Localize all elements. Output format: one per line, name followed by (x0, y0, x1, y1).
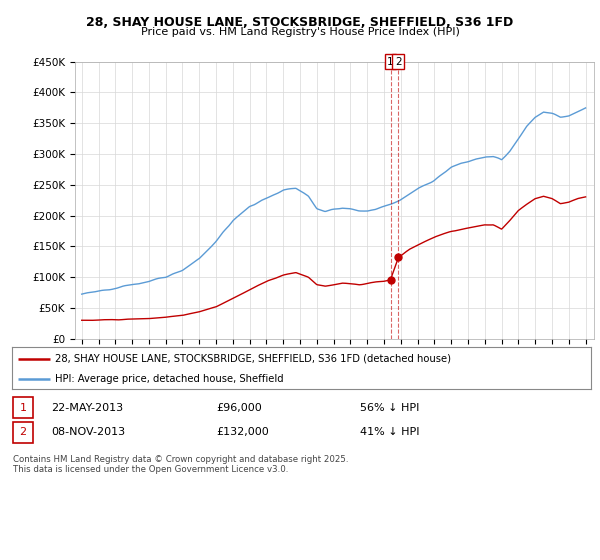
Text: 22-MAY-2013: 22-MAY-2013 (51, 403, 123, 413)
Text: 28, SHAY HOUSE LANE, STOCKSBRIDGE, SHEFFIELD, S36 1FD (detached house): 28, SHAY HOUSE LANE, STOCKSBRIDGE, SHEFF… (55, 354, 451, 364)
Text: 56% ↓ HPI: 56% ↓ HPI (360, 403, 419, 413)
Text: £132,000: £132,000 (216, 427, 269, 437)
Text: Contains HM Land Registry data © Crown copyright and database right 2025.
This d: Contains HM Land Registry data © Crown c… (13, 455, 349, 474)
Text: £96,000: £96,000 (216, 403, 262, 413)
Text: 1: 1 (387, 57, 394, 67)
Text: 2: 2 (395, 57, 401, 67)
Text: HPI: Average price, detached house, Sheffield: HPI: Average price, detached house, Shef… (55, 374, 284, 384)
Text: 2: 2 (20, 427, 26, 437)
Text: 08-NOV-2013: 08-NOV-2013 (51, 427, 125, 437)
Text: 41% ↓ HPI: 41% ↓ HPI (360, 427, 419, 437)
Text: Price paid vs. HM Land Registry's House Price Index (HPI): Price paid vs. HM Land Registry's House … (140, 27, 460, 37)
Text: 1: 1 (20, 403, 26, 413)
Text: 28, SHAY HOUSE LANE, STOCKSBRIDGE, SHEFFIELD, S36 1FD: 28, SHAY HOUSE LANE, STOCKSBRIDGE, SHEFF… (86, 16, 514, 29)
